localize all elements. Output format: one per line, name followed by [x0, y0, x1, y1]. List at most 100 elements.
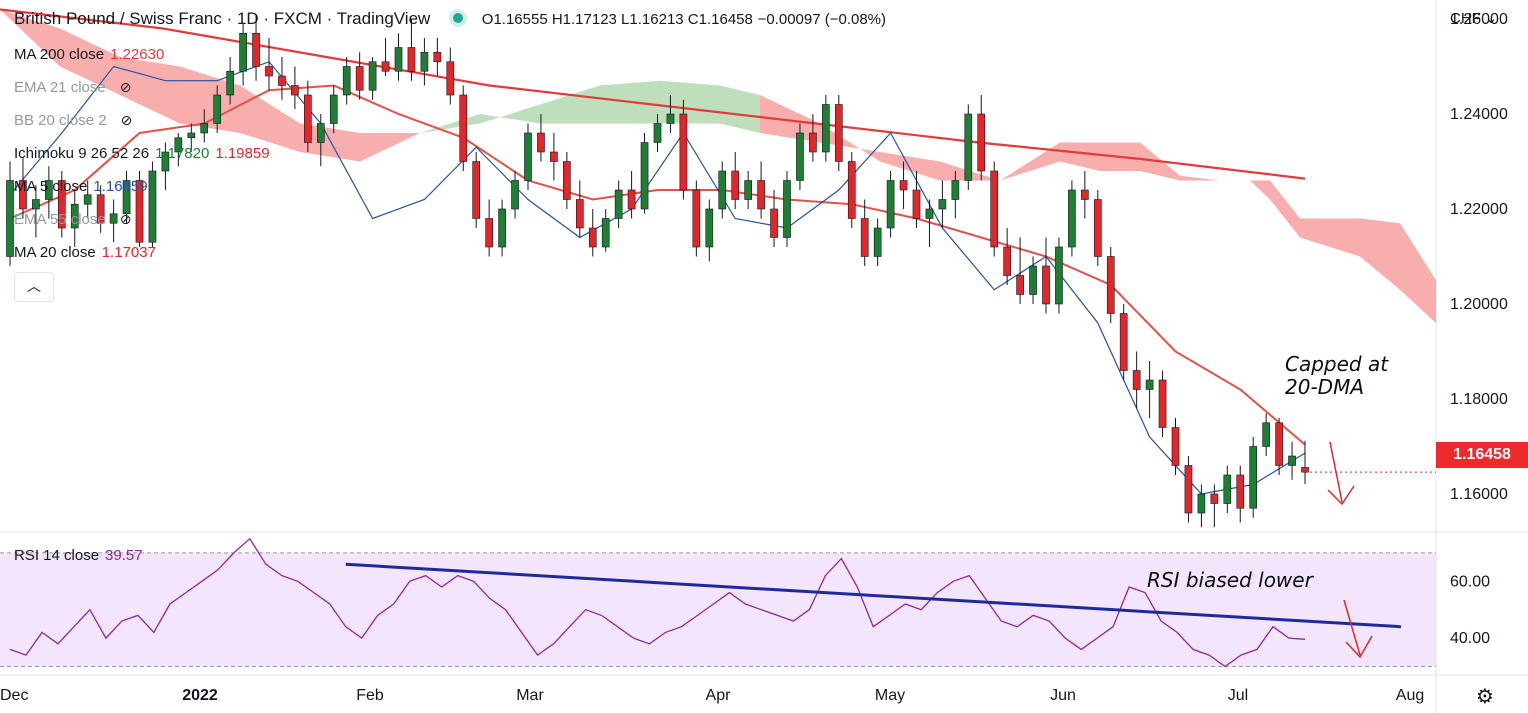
- candle: [472, 152, 481, 228]
- candle-body: [757, 180, 765, 210]
- candle-body: [1236, 474, 1245, 509]
- candle-body: [472, 161, 481, 219]
- legend-rsi[interactable]: RSI 14 close 39.57: [14, 547, 143, 564]
- candle-body: [45, 180, 53, 200]
- legend-label: RSI 14 close: [14, 547, 100, 564]
- price-tick-label: 1.16000: [1450, 486, 1508, 503]
- legend-ma200[interactable]: MA 200 close 1.22630: [14, 46, 164, 63]
- legend-ma20[interactable]: MA 20 close 1.17037: [14, 244, 156, 261]
- candle-body: [627, 189, 636, 210]
- cloud-segment: [720, 85, 760, 133]
- legend-label: EMA 55 close: [14, 211, 106, 228]
- candle-body: [770, 208, 778, 238]
- candle-body: [938, 199, 947, 210]
- candle: [368, 57, 377, 100]
- candle-body: [57, 180, 66, 229]
- currency-selector[interactable]: CHF ⌄: [1450, 9, 1498, 27]
- candle-body: [420, 51, 429, 72]
- candle: [550, 133, 558, 181]
- cloud-segment: [1180, 175, 1220, 181]
- candle: [433, 38, 442, 76]
- ma20-line: [9, 84, 1306, 446]
- rsi-pane: [9, 537, 1402, 668]
- candle-body: [1223, 474, 1232, 504]
- candle: [1197, 484, 1206, 528]
- legend-ema21[interactable]: EMA 21 close ⊘: [14, 79, 131, 96]
- cloud-segment: [1360, 218, 1400, 290]
- eye-crossed-icon[interactable]: ⊘: [119, 79, 132, 95]
- candle-body: [524, 132, 532, 181]
- legend-hidden[interactable]: EMA 55 close ⊘: [14, 211, 131, 228]
- candle: [705, 199, 714, 262]
- currency-label: CHF: [1450, 10, 1481, 27]
- candlesticks: [6, 14, 1309, 528]
- candle-body: [200, 123, 209, 134]
- candle: [783, 171, 791, 247]
- candle-body: [1081, 189, 1089, 200]
- cloud-segment: [180, 66, 240, 133]
- time-tick-label: Aug: [1396, 687, 1424, 704]
- candle: [951, 171, 960, 219]
- legend-value: 1.17037: [101, 244, 156, 261]
- candle: [200, 109, 209, 143]
- candle-body: [187, 132, 196, 139]
- candle-body: [640, 142, 649, 210]
- legend-label: MA 200 close: [14, 46, 105, 63]
- price-tick-label: 1.24000: [1450, 106, 1508, 123]
- cloud-segment: [300, 123, 360, 162]
- candle: [666, 95, 675, 133]
- candle: [524, 123, 532, 190]
- candle-body: [588, 227, 597, 248]
- candle: [1042, 237, 1050, 314]
- candle-body: [977, 113, 986, 172]
- candle: [1249, 437, 1258, 518]
- candle-body: [692, 189, 701, 248]
- legend-bb20[interactable]: BB 20 close 2 ⊘: [14, 112, 132, 129]
- gear-icon[interactable]: ⚙: [1476, 686, 1494, 708]
- rsi-band: [0, 552, 1436, 667]
- candle: [990, 161, 999, 257]
- candle: [446, 47, 455, 105]
- eye-crossed-icon[interactable]: ⊘: [120, 112, 133, 128]
- candle-body: [796, 132, 804, 181]
- candle: [329, 85, 338, 133]
- candle: [187, 123, 196, 152]
- time-tick-label: Dec: [0, 687, 28, 704]
- candle: [1132, 351, 1141, 409]
- cloud-segment: [1400, 223, 1436, 323]
- candle: [304, 80, 312, 152]
- candle-body: [718, 170, 727, 210]
- candle-body: [433, 51, 442, 63]
- candle: [847, 152, 856, 228]
- candle: [1262, 413, 1270, 456]
- candle-body: [601, 218, 610, 248]
- candle: [1171, 418, 1180, 475]
- eye-crossed-icon[interactable]: ⊘: [119, 211, 132, 227]
- candle-body: [1016, 275, 1024, 295]
- symbol-title[interactable]: British Pound / Swiss Franc · 1D · FXCM …: [14, 9, 431, 28]
- legend-label: BB 20 close 2: [14, 112, 107, 129]
- ma5-line: [9, 61, 1306, 495]
- price-tick-label: 1.22000: [1450, 201, 1508, 218]
- legend-ma5[interactable]: MA 5 close 1.16859: [14, 178, 148, 195]
- price-change: −0.00097 (−0.08%): [757, 11, 887, 28]
- candle: [381, 38, 390, 76]
- candle: [1003, 228, 1011, 285]
- legend-ichimoku[interactable]: Ichimoku 9 26 52 26 1.17820 1.19859: [14, 145, 270, 162]
- chart-header: British Pound / Swiss Franc · 1D · FXCM …: [14, 9, 886, 29]
- price-tick-label: 1.20000: [1450, 296, 1508, 313]
- candle-body: [148, 170, 157, 243]
- time-tick-label: Feb: [356, 687, 384, 704]
- legend-value: 1.19859: [215, 145, 270, 162]
- candle: [6, 161, 14, 266]
- candle-body: [731, 170, 740, 200]
- candle: [1106, 247, 1115, 323]
- candle-body: [809, 132, 817, 153]
- legend-value: 39.57: [105, 547, 143, 564]
- candle: [964, 104, 973, 190]
- collapse-legend-button[interactable]: ︿: [14, 272, 54, 302]
- candle: [316, 114, 325, 167]
- price-tick-label: 1.26000: [1450, 11, 1508, 28]
